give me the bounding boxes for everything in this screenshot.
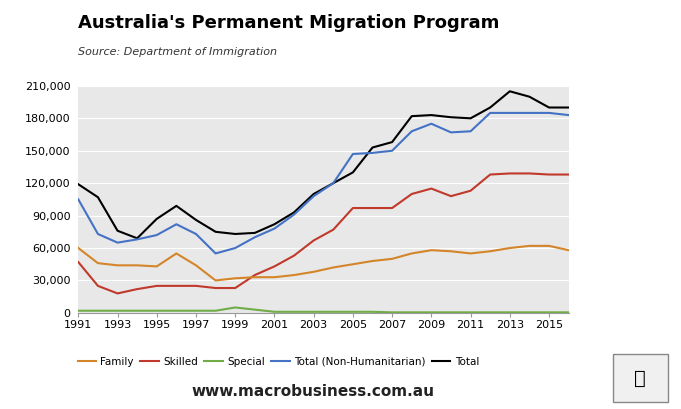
Legend: Family, Skilled, Special, Total (Non-Humanitarian), Total: Family, Skilled, Special, Total (Non-Hum… xyxy=(74,353,484,371)
Text: Australia's Permanent Migration Program: Australia's Permanent Migration Program xyxy=(78,14,500,32)
Text: Source: Department of Immigration: Source: Department of Immigration xyxy=(78,47,277,57)
FancyBboxPatch shape xyxy=(612,354,667,402)
Text: MACRO: MACRO xyxy=(599,24,650,37)
Text: 🐺: 🐺 xyxy=(634,369,646,388)
Text: BUSINESS: BUSINESS xyxy=(590,54,659,67)
Text: www.macrobusiness.com.au: www.macrobusiness.com.au xyxy=(192,384,434,399)
